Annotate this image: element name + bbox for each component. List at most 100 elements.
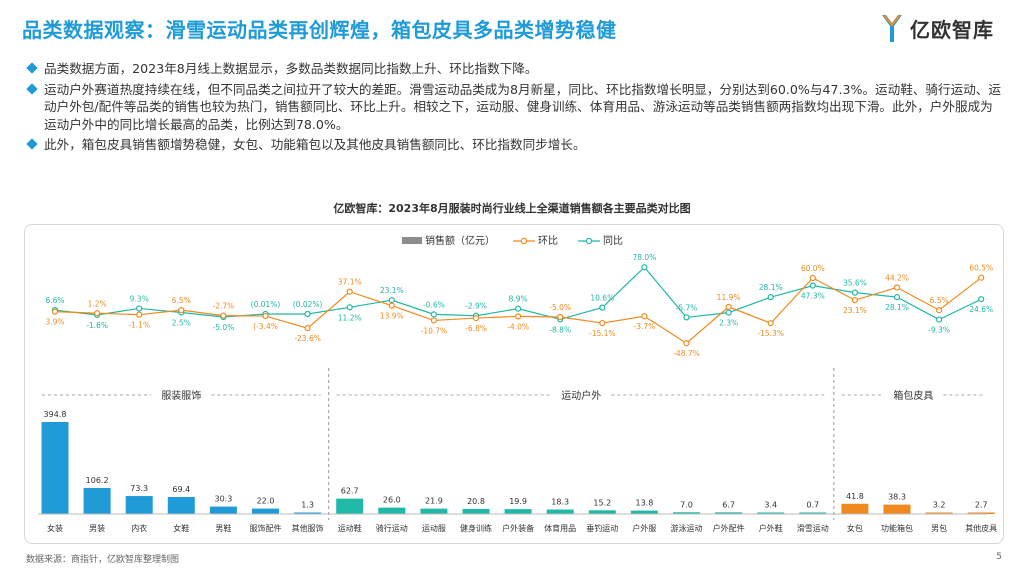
category-label: 男包 [931,523,947,533]
tb-data-label: -5.0% [213,323,235,332]
hb-point [935,307,943,314]
bar-value-label: 22.0 [257,497,275,506]
hb-data-label: -5.0% [549,303,571,312]
legend-marker-hb [520,237,528,245]
category-label: 户外服 [632,523,656,533]
legend-bar-swatch [402,237,422,244]
legend-label: 环比 [538,235,558,247]
hb-data-label: 44.2% [885,273,909,282]
tb-data-label: 2.3% [719,319,738,328]
bar [757,512,785,514]
bullet-item: 此外，箱包皮具销售额增势稳健，女包、功能箱包以及其他皮具销售额同比、环比指数同步… [26,136,1001,154]
group-label: 服装服饰 [161,389,201,402]
bar [41,422,69,514]
bar-value-label: 30.3 [214,495,232,504]
hb-data-label: 6.5% [172,296,191,305]
tb-data-label: -9.3% [928,326,950,335]
bar [967,512,995,514]
category-label: 户外配件 [713,523,745,533]
group-label: 箱包皮具 [893,389,933,402]
hb-point [641,313,648,320]
bar-value-label: 18.3 [551,498,569,507]
hb-point [262,312,269,320]
bar-value-label: 62.7 [341,487,359,496]
bar-value-label: 0.7 [806,501,819,510]
bar [420,508,448,514]
category-label: 其他皮具 [965,523,997,533]
tb-point [725,309,732,316]
page-number: 5 [996,552,1002,562]
category-label: 运动服 [422,523,446,533]
bar [841,503,869,514]
hb-data-label: 1.2% [88,299,107,308]
hb-data-label: 60.0% [801,264,825,273]
bar [336,498,364,514]
chart-title: 亿欧智库：2023年8月服装时尚行业线上全渠道销售额各主要品类对比图 [333,202,691,215]
bar-value-label: 106.2 [86,476,109,485]
category-label: 男鞋 [215,523,231,533]
tb-point [641,264,648,271]
tb-data-label: -8.8% [549,325,571,334]
hb-data-label: 23.1% [843,306,867,315]
bullet-item: 运动户外赛道热度持续在线，但不同品类之间拉开了较大的差距。滑雪运动品类成为8月新… [26,81,1001,134]
bar-value-label: 19.9 [509,497,527,506]
bar-value-label: 3.2 [933,501,946,510]
bar [504,509,532,514]
hb-point [51,308,59,315]
hb-data-label: 37.1% [338,278,362,287]
hb-data-label: (-3.4% [253,322,278,331]
bar-value-label: 2.7 [975,501,988,510]
group-label: 运动户外 [561,389,601,402]
hb-point [683,340,690,347]
bar-value-label: 20.8 [467,497,485,506]
yiou-logo-icon [882,14,902,42]
category-label: 女装 [47,523,63,533]
tb-point [514,305,522,312]
hb-point [893,284,901,291]
hb-point [93,310,101,317]
bullet-item: 品类数据方面，2023年8月线上数据显示，多数品类数据同比指数上升、环比指数下降… [26,60,1001,78]
legend-label: 同比 [603,235,623,247]
tb-data-label: 24.6% [969,305,993,314]
bar [925,512,953,514]
legend-label: 销售额（亿元） [425,234,495,247]
bar-value-label: 38.3 [888,493,906,502]
hb-data-label: -6.8% [465,324,487,333]
tb-data-label: 10.6% [590,294,614,303]
tb-data-label: (0.02%) [293,300,323,309]
category-label: 户外装备 [502,523,534,533]
bar [167,497,195,514]
category-label: 健身训练 [460,523,492,533]
tb-data-label: -2.9% [465,302,487,311]
tb-point [304,310,311,318]
tb-data-label: 9.3% [130,294,149,303]
tb-point [346,304,353,311]
bar-value-label: 26.0 [383,496,401,505]
tb-data-label: 2.5% [172,319,191,328]
tb-data-label: 28.1% [759,283,783,292]
summary-bullets: 品类数据方面，2023年8月线上数据显示，多数品类数据同比指数上升、环比指数下降… [26,60,1001,157]
bar-value-label: 13.8 [635,499,653,508]
bar-value-label: 41.8 [846,492,864,501]
category-label: 户外鞋 [759,523,783,533]
tb-point [935,316,943,323]
logo: 亿欧智库 [880,12,994,44]
category-label: 服饰配件 [250,523,282,533]
bar [462,508,490,514]
tb-point [683,314,690,321]
tb-data-label: 8.9% [509,295,528,304]
hb-data-label: -2.7% [213,302,235,311]
bar [630,510,658,514]
category-label: 女包 [847,523,863,533]
bar-value-label: 6.7 [722,500,735,509]
tb-point [767,294,774,301]
legend-marker-tb [585,237,593,245]
tb-data-label: 28.1% [885,303,909,312]
bullet-text: 品类数据方面，2023年8月线上数据显示，多数品类数据同比指数上升、环比指数下降… [44,61,538,76]
tb-point [430,311,437,318]
tb-point [893,294,901,301]
hb-point [388,302,395,309]
hb-data-label: 6.5% [930,296,949,305]
bullet-text: 此外，箱包皮具销售额增势稳健，女包、功能箱包以及其他皮具销售额同比、环比指数同步… [44,137,586,152]
